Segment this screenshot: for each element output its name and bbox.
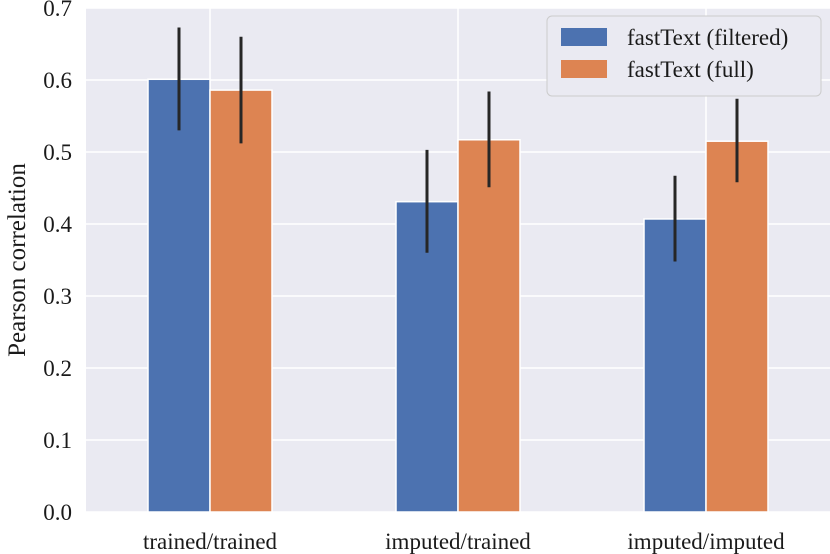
bar-full-0 (209, 89, 273, 513)
legend-swatch (561, 60, 607, 78)
bar-full-1 (457, 139, 521, 513)
y-tick-label: 0.6 (43, 68, 72, 93)
y-tick-label: 0.4 (43, 212, 72, 237)
y-tick-label: 0.2 (43, 356, 72, 381)
legend-box (546, 15, 822, 97)
bar-full-2 (705, 140, 769, 513)
y-tick-label: 0.5 (43, 140, 72, 165)
y-tick-label: 0.7 (43, 0, 72, 21)
legend: fastText (filtered) fastText (full) (546, 15, 822, 97)
y-tick-label: 0.0 (43, 500, 72, 525)
legend-swatch (561, 28, 607, 46)
y-axis-title: Pearson correlation (4, 163, 31, 357)
legend-label: fastText (full) (627, 57, 754, 82)
bar-filtered-0 (147, 78, 211, 513)
legend-label: fastText (filtered) (627, 25, 788, 50)
y-tick-labels: 0.0 0.1 0.2 0.3 0.4 0.5 0.6 0.7 (43, 0, 72, 525)
bar-filtered-2 (643, 218, 707, 513)
x-tick-label: trained/trained (143, 529, 278, 554)
bars (147, 78, 769, 513)
x-tick-label: imputed/trained (385, 529, 531, 554)
y-tick-label: 0.3 (43, 284, 72, 309)
x-tick-labels: trained/trained imputed/trained imputed/im… (143, 529, 785, 554)
error-bars (177, 27, 739, 262)
x-tick-label: imputed/imputed (627, 529, 785, 554)
y-tick-label: 0.1 (43, 428, 72, 453)
